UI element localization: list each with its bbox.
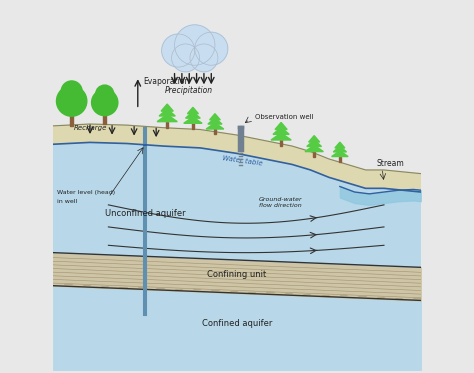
Text: Precipitation: Precipitation (165, 86, 213, 95)
Polygon shape (184, 117, 202, 123)
Circle shape (195, 32, 228, 65)
Polygon shape (214, 129, 216, 134)
Polygon shape (103, 115, 106, 124)
Circle shape (190, 44, 218, 72)
Polygon shape (187, 107, 199, 114)
Polygon shape (271, 133, 291, 140)
Polygon shape (309, 136, 319, 142)
Polygon shape (157, 115, 177, 122)
Text: Unconfined aquifer: Unconfined aquifer (105, 209, 185, 218)
Circle shape (56, 86, 87, 116)
Polygon shape (313, 151, 315, 157)
Polygon shape (335, 142, 345, 148)
Polygon shape (185, 112, 200, 118)
Circle shape (91, 90, 118, 116)
Circle shape (174, 25, 215, 65)
Polygon shape (280, 140, 282, 146)
Text: Water level (head): Water level (head) (57, 190, 115, 195)
Text: Water table: Water table (222, 154, 264, 166)
Polygon shape (166, 122, 168, 128)
Polygon shape (53, 142, 421, 267)
Text: Recharge: Recharge (73, 125, 107, 131)
Text: Confined aquifer: Confined aquifer (202, 319, 272, 328)
Polygon shape (70, 115, 73, 126)
Polygon shape (275, 122, 287, 129)
Polygon shape (210, 114, 220, 120)
Circle shape (172, 44, 200, 72)
Circle shape (162, 34, 195, 67)
Polygon shape (192, 123, 194, 129)
Polygon shape (339, 157, 341, 162)
Polygon shape (208, 118, 222, 124)
Circle shape (96, 85, 114, 103)
Polygon shape (307, 140, 321, 147)
Circle shape (61, 81, 82, 102)
Polygon shape (159, 109, 175, 116)
Text: Evaporation: Evaporation (143, 76, 190, 86)
Polygon shape (273, 127, 289, 134)
Text: Ground-water
flow direction: Ground-water flow direction (259, 197, 303, 208)
Polygon shape (305, 145, 323, 151)
Text: Confining unit: Confining unit (207, 270, 266, 279)
Polygon shape (161, 104, 173, 111)
Polygon shape (333, 146, 346, 152)
Text: Observation well: Observation well (255, 114, 314, 120)
Polygon shape (332, 151, 348, 157)
Text: Stream: Stream (377, 159, 404, 168)
Polygon shape (206, 123, 224, 129)
Polygon shape (53, 124, 421, 192)
Text: in well: in well (57, 199, 77, 204)
